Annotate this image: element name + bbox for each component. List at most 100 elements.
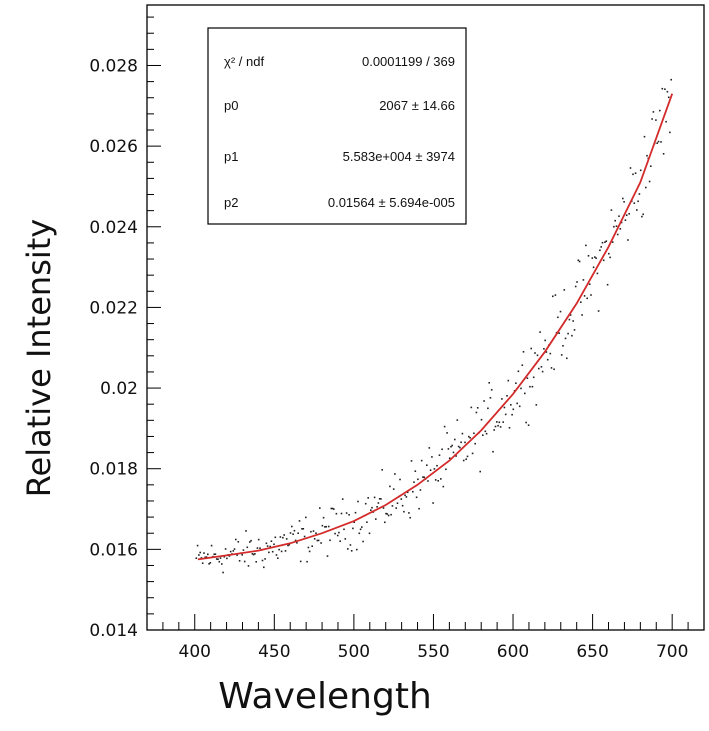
data-point [518,405,521,408]
data-point [484,430,487,433]
data-point [319,507,321,509]
data-point [348,514,350,516]
data-point [294,539,297,542]
data-point [571,334,573,337]
data-point [364,502,367,505]
data-point [573,329,576,331]
data-point [320,542,322,544]
data-point [613,225,615,228]
data-point [380,498,382,500]
data-point [580,301,582,303]
data-point [418,507,420,510]
data-point [577,259,580,262]
data-point [236,554,238,556]
data-point [469,437,471,439]
data-point [465,458,467,460]
data-point [586,297,588,300]
data-point [604,241,606,243]
data-point [572,320,574,322]
data-point [524,392,526,395]
data-point [224,548,227,550]
data-point [661,87,664,90]
data-point [532,376,535,379]
data-point [451,444,453,447]
data-point [488,382,490,384]
stats-box-border [207,27,467,225]
data-point [264,558,266,560]
data-point [441,448,443,451]
data-point [381,469,383,471]
data-point [358,532,361,535]
data-point [413,481,415,483]
data-point [541,370,544,373]
data-point [445,468,447,471]
data-point [362,540,364,543]
data-point [387,514,390,517]
data-point [606,283,609,286]
data-point [446,432,448,434]
data-point [437,480,439,482]
x-tick-label: 450 [258,642,290,662]
data-point [268,551,270,554]
data-point [414,470,417,472]
data-point [406,491,409,494]
data-point [259,547,261,549]
data-point [375,518,377,520]
data-point [428,447,431,449]
data-point [201,562,204,564]
data-point [464,441,466,444]
data-point [353,521,355,523]
data-point [452,451,455,454]
data-point [217,558,219,560]
data-point [389,485,391,488]
data-point [303,535,306,538]
data-point [199,551,201,554]
data-point [560,354,563,356]
data-point [195,557,198,559]
stats-label-p0: p0 [224,98,238,113]
x-axis-title: Wavelength [218,676,432,717]
data-point [605,240,608,242]
data-point [633,202,636,204]
data-point [557,316,559,319]
data-point [615,225,618,227]
data-point [229,550,232,553]
data-point [643,135,646,138]
plot-area: 0.014 0.016 0.018 0.02 0.022 0.024 0.026 0.028 4… [89,4,705,662]
data-point [544,339,546,342]
data-point [287,544,289,547]
data-point [433,468,436,470]
data-point [650,165,652,167]
data-point [483,400,485,402]
y-tick-label: 0.016 [89,540,138,560]
stats-value-p2: 0.01564 ± 5.694e-005 [328,195,455,210]
data-point [538,367,540,370]
y-tick-label: 0.018 [89,460,138,480]
data-point [396,502,399,504]
stats-box: χ² / ndf 0.0001199 / 369 p0 2067 ± 14.66… [207,27,467,225]
stats-value-p1: 5.583e+004 ± 3974 [343,149,455,164]
data-point [503,406,506,409]
data-point [448,457,451,459]
data-point [235,538,237,541]
data-point [566,357,568,360]
data-point [549,352,552,355]
data-point [496,421,498,423]
data-point [546,358,549,361]
data-point [558,332,560,334]
data-point [506,395,508,397]
data-point [588,283,591,285]
data-point [390,513,392,516]
data-point [645,186,647,189]
data-point [479,470,481,473]
data-point [499,426,502,428]
data-point [659,109,661,112]
data-point [274,536,277,539]
data-point [454,438,456,441]
data-point [623,201,625,203]
data-point [511,413,513,416]
data-point [512,408,515,411]
data-point [670,78,672,81]
data-point [540,366,543,368]
